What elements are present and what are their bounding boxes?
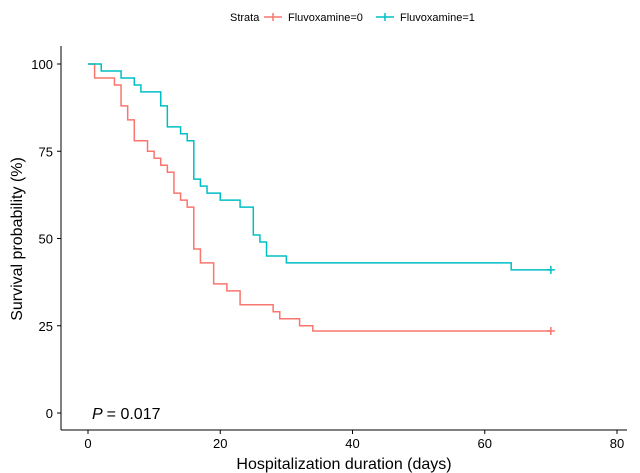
- y-tick-label: 25: [39, 319, 53, 334]
- legend-title: Strata: [230, 12, 260, 24]
- axes: 0 20 40 60 80 0 25 50 75 100: [31, 46, 627, 451]
- legend-entry-2: Fluvoxamine=1: [400, 12, 475, 24]
- x-tick-label: 40: [345, 436, 359, 451]
- x-axis-title: Hospitalization duration (days): [236, 456, 451, 473]
- p-value: = 0.017: [107, 406, 161, 423]
- x-tick-label: 20: [213, 436, 227, 451]
- p-value-annotation: P = 0.017: [92, 406, 161, 423]
- y-tick-label: 0: [46, 406, 53, 421]
- legend-entry-1: Fluvoxamine=0: [288, 12, 363, 24]
- censor-mark-2: [546, 265, 555, 274]
- x-tick-label: 80: [610, 436, 624, 451]
- series-line-2: [88, 63, 551, 271]
- y-axis-title: Survival probability (%): [9, 157, 26, 321]
- legend: Strata Fluvoxamine=0 Fluvoxamine=1: [230, 12, 475, 24]
- x-tick-label: 60: [478, 436, 492, 451]
- y-tick-label: 75: [39, 144, 53, 159]
- series-line-1: [88, 63, 551, 332]
- x-tick-label: 0: [84, 436, 91, 451]
- y-tick-label: 50: [39, 232, 53, 247]
- censor-mark-1: [546, 326, 555, 335]
- series-layer: [88, 63, 555, 335]
- p-label: P: [92, 406, 103, 423]
- y-tick-label: 100: [31, 57, 53, 72]
